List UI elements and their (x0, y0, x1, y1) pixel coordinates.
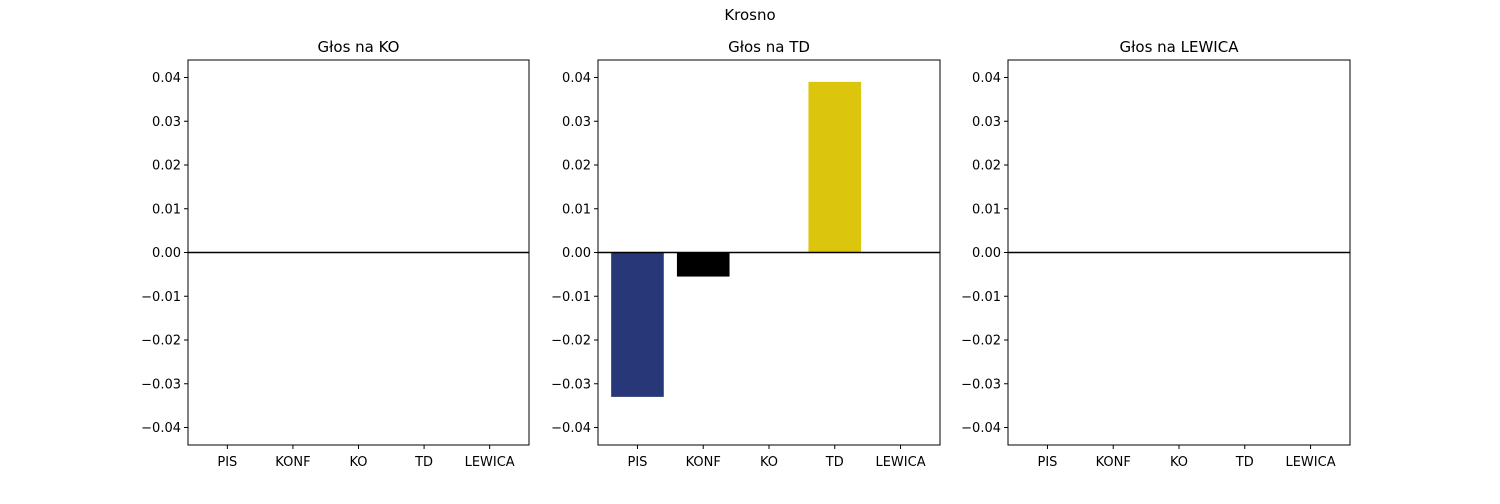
y-tick-label-1: 0.02 (152, 159, 181, 174)
y-tick-label-3: 0.02 (972, 159, 1001, 174)
x-tick-label-1: KO (349, 455, 367, 470)
y-tick-label-1: −0.03 (141, 377, 181, 392)
x-tick-label-1: PIS (217, 455, 237, 470)
y-tick-label-3: −0.04 (961, 421, 1001, 436)
x-tick-label-3: KONF (1096, 455, 1131, 470)
y-tick-label-3: −0.03 (961, 377, 1001, 392)
y-tick-label-2: −0.01 (551, 290, 591, 305)
x-tick-label-1: KONF (275, 455, 310, 470)
y-tick-label-3: 0.00 (972, 246, 1001, 261)
y-tick-label-1: 0.04 (152, 71, 181, 86)
y-tick-label-1: −0.04 (141, 421, 181, 436)
subplot-title-1: Głos na KO (318, 38, 400, 56)
bar-konf-2 (676, 252, 730, 277)
y-tick-label-2: 0.03 (562, 115, 591, 130)
x-tick-label-2: LEWICA (875, 455, 925, 470)
y-tick-label-2: 0.04 (562, 71, 591, 86)
figure-title: Krosno (724, 6, 776, 24)
x-tick-label-2: TD (825, 455, 844, 470)
y-tick-label-3: −0.02 (961, 334, 1001, 349)
y-tick-label-3: 0.04 (972, 71, 1001, 86)
y-tick-label-2: 0.00 (562, 246, 591, 261)
y-tick-label-2: −0.03 (551, 377, 591, 392)
bar-td-2 (808, 81, 862, 253)
x-tick-label-3: PIS (1037, 455, 1057, 470)
y-tick-label-2: −0.04 (551, 421, 591, 436)
x-tick-label-1: TD (414, 455, 433, 470)
bar-pis-2 (611, 252, 664, 397)
y-tick-label-2: 0.01 (562, 202, 591, 217)
y-tick-label-2: −0.02 (551, 334, 591, 349)
x-tick-label-2: KONF (686, 455, 721, 470)
y-tick-label-3: −0.01 (961, 290, 1001, 305)
y-tick-label-1: 0.00 (152, 246, 181, 261)
subplot-title-2: Głos na TD (728, 38, 810, 56)
y-tick-label-1: −0.02 (141, 334, 181, 349)
x-tick-label-3: KO (1170, 455, 1188, 470)
subplot-title-3: Głos na LEWICA (1120, 38, 1240, 56)
x-tick-label-3: TD (1235, 455, 1254, 470)
y-tick-label-1: 0.03 (152, 115, 181, 130)
x-tick-label-2: PIS (627, 455, 647, 470)
y-tick-label-3: 0.01 (972, 202, 1001, 217)
y-tick-label-1: −0.01 (141, 290, 181, 305)
x-tick-label-1: LEWICA (465, 455, 515, 470)
y-tick-label-2: 0.02 (562, 159, 591, 174)
x-tick-label-3: LEWICA (1285, 455, 1335, 470)
x-tick-label-2: KO (760, 455, 778, 470)
y-tick-label-3: 0.03 (972, 115, 1001, 130)
y-tick-label-1: 0.01 (152, 202, 181, 217)
